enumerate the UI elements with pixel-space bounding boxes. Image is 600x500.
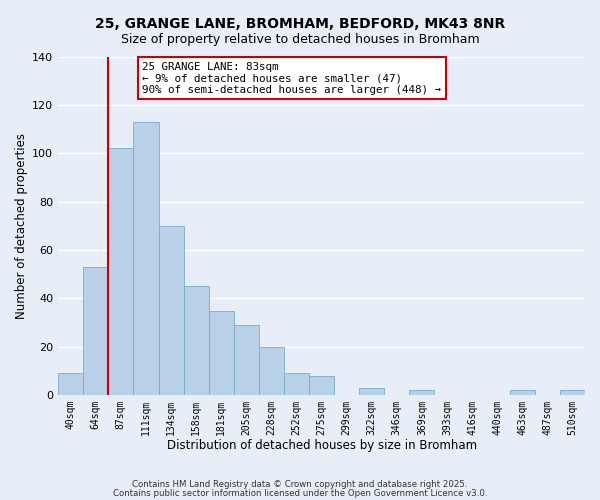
Bar [309,376,334,395]
Bar [83,267,109,395]
Bar [158,226,184,395]
Bar [359,388,384,395]
Bar [409,390,434,395]
Bar [284,374,309,395]
Bar [58,374,83,395]
Bar [259,347,284,395]
Text: 25, GRANGE LANE, BROMHAM, BEDFORD, MK43 8NR: 25, GRANGE LANE, BROMHAM, BEDFORD, MK43 … [95,18,505,32]
Text: 25 GRANGE LANE: 83sqm
← 9% of detached houses are smaller (47)
90% of semi-detac: 25 GRANGE LANE: 83sqm ← 9% of detached h… [142,62,442,95]
Text: Contains HM Land Registry data © Crown copyright and database right 2025.: Contains HM Land Registry data © Crown c… [132,480,468,489]
Text: Size of property relative to detached houses in Bromham: Size of property relative to detached ho… [121,32,479,46]
X-axis label: Distribution of detached houses by size in Bromham: Distribution of detached houses by size … [167,440,476,452]
Bar [133,122,158,395]
Bar [560,390,585,395]
Bar [510,390,535,395]
Text: Contains public sector information licensed under the Open Government Licence v3: Contains public sector information licen… [113,489,487,498]
Bar [184,286,209,395]
Bar [109,148,133,395]
Bar [209,310,234,395]
Bar [234,325,259,395]
Y-axis label: Number of detached properties: Number of detached properties [15,133,28,319]
